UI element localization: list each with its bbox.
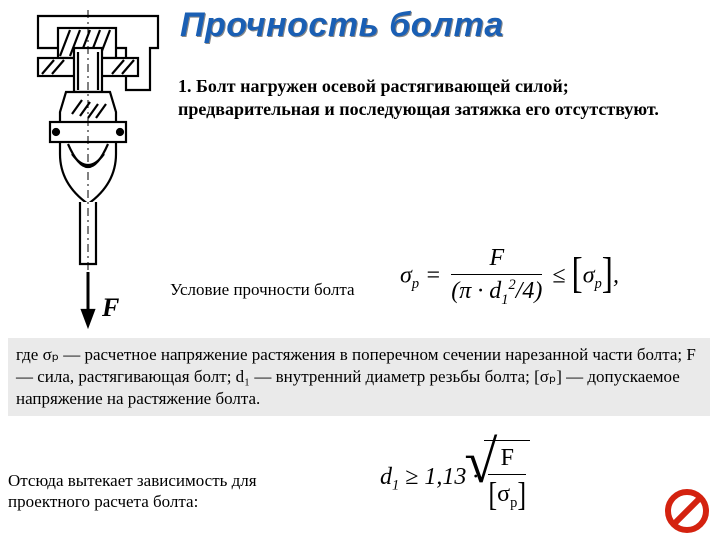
design-conclusion: Отсюда вытекает зависимость для проектно… bbox=[8, 470, 338, 513]
formula-stress: σp = F (π · d12/4) ≤ [σp], bbox=[400, 245, 619, 309]
paragraph-1: 1. Болт нагружен осевой растягивающей си… bbox=[178, 75, 693, 120]
svg-text:F: F bbox=[101, 293, 119, 322]
prohibition-icon bbox=[664, 488, 710, 534]
variable-definitions: где σₚ — расчетное напряжение растяжения… bbox=[8, 338, 710, 416]
strength-condition-label: Условие прочности болта bbox=[170, 280, 355, 300]
page-title: Прочность болта bbox=[180, 6, 504, 45]
formula-d1: d1 ≥ 1,13 · √ F [σp] bbox=[380, 440, 530, 512]
bolt-diagram: F bbox=[8, 4, 168, 334]
